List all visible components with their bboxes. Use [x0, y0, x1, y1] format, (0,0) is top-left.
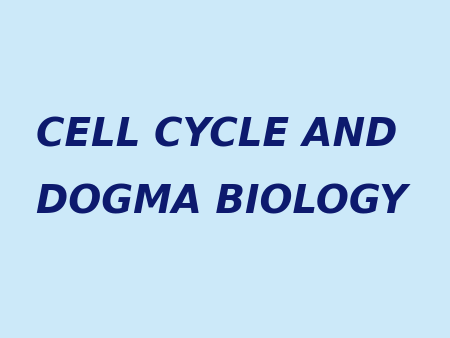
Text: DOGMA BIOLOGY: DOGMA BIOLOGY [36, 184, 407, 222]
Text: CELL CYCLE AND: CELL CYCLE AND [36, 116, 397, 154]
